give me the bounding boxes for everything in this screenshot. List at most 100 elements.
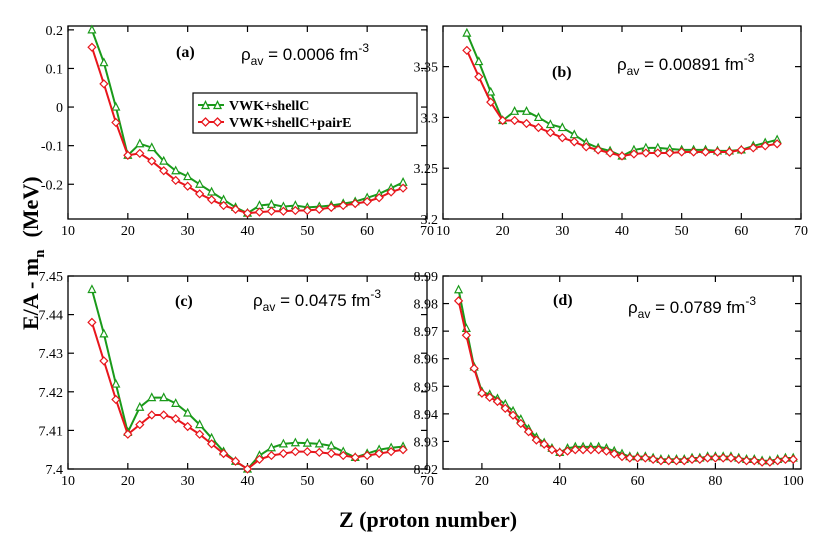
- density-annotation-c: ρav = 0.0475 fm-3: [253, 287, 381, 314]
- data-point-triangle: [521, 106, 532, 115]
- rho-value: = 0.0475 fm: [275, 291, 370, 310]
- data-point-diamond: [772, 139, 782, 149]
- data-point-diamond: [641, 148, 651, 158]
- y-tick-label: -0.1: [41, 140, 63, 155]
- data-point-diamond: [206, 439, 217, 449]
- x-tick-label: 60: [360, 474, 374, 489]
- data-point-diamond: [147, 156, 157, 166]
- data-point-diamond: [338, 200, 348, 211]
- rho-subscript: av: [263, 300, 276, 314]
- data-point-diamond: [700, 147, 711, 157]
- data-point-triangle: [302, 437, 312, 447]
- y-axis-label-subscript: n: [32, 249, 48, 258]
- x-tick-label: 30: [181, 474, 195, 489]
- data-point-diamond: [254, 454, 265, 464]
- data-point-diamond: [386, 446, 396, 457]
- data-point-triangle: [290, 437, 300, 447]
- rho-exponent: -3: [370, 287, 381, 301]
- y-tick-label: -0.2: [41, 178, 63, 193]
- data-point-diamond: [302, 446, 312, 457]
- data-point-diamond: [757, 457, 767, 467]
- density-annotation-d: ρav = 0.0789 fm-3: [628, 294, 756, 321]
- data-point-triangle: [183, 407, 193, 417]
- data-point-diamond: [586, 445, 596, 455]
- panel-a: 10 20 30 40 50 60 70 -0.2 -0.1 0 0.1 0.2: [41, 24, 434, 239]
- y-axis-label-unit: (MeV): [18, 176, 43, 237]
- data-point-diamond: [609, 449, 619, 459]
- density-annotation-a: ρav = 0.0006 fm-3: [241, 41, 369, 68]
- data-point-diamond: [171, 175, 181, 186]
- x-tick-label: 80: [708, 474, 722, 489]
- rho-symbol: ρ: [628, 298, 638, 317]
- data-point-diamond: [326, 202, 336, 213]
- data-point-diamond: [374, 448, 384, 459]
- y-tick-label: 8.94: [414, 408, 439, 423]
- x-tick-label: 50: [300, 474, 314, 489]
- data-point-triangle: [87, 24, 97, 34]
- data-point-diamond: [87, 317, 97, 327]
- data-point-diamond: [521, 118, 532, 129]
- y-tick-label: 8.99: [414, 270, 439, 285]
- data-point-triangle: [159, 392, 169, 402]
- panel-c: 10 20 30 40 50 60 70 7.4 7.41 7.42 7.43 7.44 7.45: [39, 270, 435, 489]
- data-point-diamond: [362, 450, 372, 461]
- data-point-diamond: [486, 97, 496, 107]
- panel-d: 20 40 60 80 100 8.92 8.93 8.94 8.95 8.96 8.97 8.98 8…: [414, 270, 804, 489]
- data-point-triangle: [326, 440, 336, 450]
- data-point-diamond: [350, 452, 360, 463]
- data-point-diamond: [718, 453, 728, 463]
- data-point-diamond: [135, 419, 145, 430]
- y-tick-label: 3.25: [414, 162, 439, 177]
- data-point-diamond: [569, 137, 579, 147]
- data-point-diamond: [171, 414, 181, 424]
- data-point-diamond: [266, 206, 277, 216]
- x-tick-label: 40: [241, 224, 255, 239]
- y-tick-label: 8.95: [414, 380, 439, 395]
- x-tick-label: 20: [496, 224, 510, 239]
- data-point-diamond: [710, 453, 721, 463]
- data-point-diamond: [617, 151, 627, 161]
- data-point-diamond: [555, 447, 565, 458]
- x-tick-label: 60: [631, 474, 645, 489]
- x-tick-label: 10: [61, 474, 75, 489]
- data-point-diamond: [688, 147, 699, 157]
- data-point-diamond: [677, 147, 687, 157]
- x-tick-label: 30: [181, 224, 195, 239]
- data-point-diamond: [547, 445, 557, 455]
- data-point-diamond: [453, 296, 464, 306]
- y-tick-label: 0: [56, 101, 63, 116]
- data-point-diamond: [218, 200, 229, 211]
- rho-subscript: av: [638, 307, 651, 321]
- data-point-diamond: [570, 445, 580, 455]
- x-tick-label: 30: [555, 224, 569, 239]
- x-tick-label: 70: [420, 474, 434, 489]
- data-point-triangle: [545, 119, 555, 129]
- data-point-diamond: [278, 206, 289, 216]
- data-point-diamond: [326, 448, 336, 459]
- data-point-diamond: [111, 394, 121, 405]
- x-tick-label: 50: [675, 224, 689, 239]
- data-point-triangle: [486, 86, 496, 96]
- data-point-diamond: [736, 145, 746, 155]
- data-point-triangle: [557, 122, 567, 132]
- data-point-diamond: [788, 454, 798, 464]
- y-tick-label: 8.97: [414, 325, 439, 340]
- data-point-diamond: [461, 330, 471, 340]
- data-point-diamond: [99, 356, 109, 366]
- legend: VWK+shellC VWK+shellC+pairE: [192, 92, 418, 134]
- y-tick-label: 0.2: [46, 24, 64, 39]
- x-tick-label: 70: [794, 224, 808, 239]
- y-tick-label: 8.93: [414, 435, 439, 450]
- data-point-triangle: [159, 155, 169, 165]
- x-axis-label: Z (proton number): [339, 507, 517, 532]
- legend-box: [192, 92, 418, 134]
- data-point-diamond: [500, 403, 510, 413]
- data-point-diamond: [314, 447, 324, 458]
- data-point-diamond: [278, 448, 289, 459]
- data-point-diamond: [266, 450, 277, 461]
- plot-frame: [442, 275, 802, 470]
- data-point-diamond: [290, 205, 301, 216]
- data-point-diamond: [625, 453, 635, 463]
- rho-value: = 0.0006 fm: [263, 45, 358, 64]
- y-tick-label: 3.3: [421, 111, 439, 126]
